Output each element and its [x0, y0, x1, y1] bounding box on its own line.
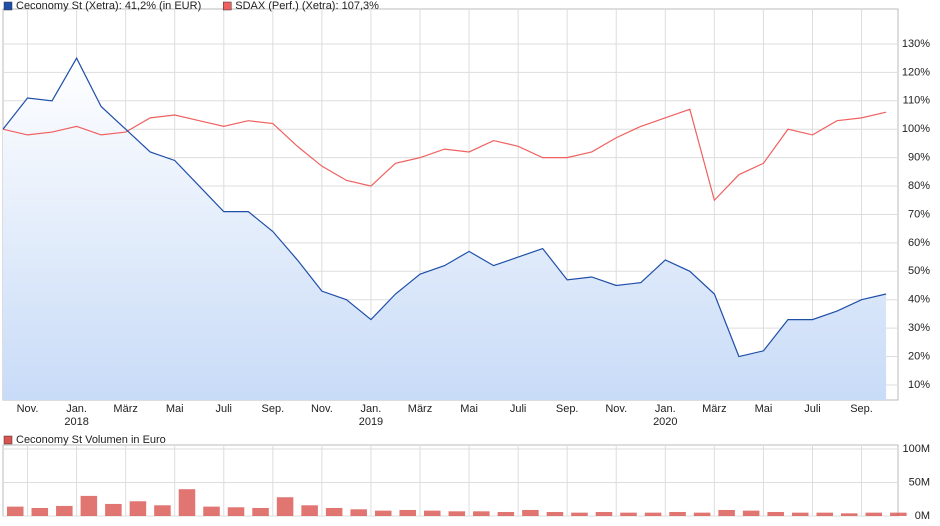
area: [3, 58, 887, 400]
bar: [620, 512, 637, 516]
x-year-label: 2020: [653, 416, 677, 428]
x-year-label: 2019: [359, 416, 383, 428]
legend-swatch: [3, 435, 13, 445]
bar: [227, 507, 245, 516]
x-tick-label: Mai: [166, 403, 184, 415]
bar: [816, 512, 834, 516]
x-tick-label: März: [702, 403, 726, 415]
bar: [80, 495, 98, 516]
x-tick-label: Nov.: [17, 403, 39, 415]
y-tick-label: 70%: [908, 208, 930, 220]
y-tick-label: 30%: [908, 322, 930, 334]
bar: [497, 511, 515, 516]
bar: [129, 501, 147, 516]
bar: [693, 512, 711, 516]
x-tick-label: Sep.: [262, 403, 285, 415]
bar: [473, 511, 490, 516]
legend-swatch: [3, 1, 13, 11]
bar: [374, 510, 392, 516]
bar: [546, 511, 564, 516]
bar: [276, 497, 294, 516]
x-tick-label: Nov.: [311, 403, 333, 415]
legend-swatch: [222, 1, 232, 11]
bar: [203, 506, 220, 516]
bar: [154, 505, 171, 516]
y-tick-label: 0M: [915, 510, 930, 522]
bar: [522, 509, 539, 516]
bar: [841, 513, 858, 516]
bar: [571, 512, 588, 516]
bar: [718, 509, 735, 516]
legend-label: SDAX (Perf.) (Xetra): 107,3%: [235, 0, 379, 12]
y-tick-label: 60%: [908, 237, 930, 249]
bar: [178, 489, 196, 516]
y-tick-label: 10%: [908, 379, 930, 391]
x-tick-label: Sep.: [850, 403, 873, 415]
bar: [767, 511, 784, 516]
bar: [56, 505, 73, 516]
bar: [105, 503, 122, 516]
bar: [399, 509, 417, 516]
bar: [742, 510, 760, 516]
y-tick-label: 20%: [908, 350, 930, 362]
y-tick-label: 50M: [909, 476, 930, 488]
bar: [865, 512, 883, 516]
x-tick-label: Mai: [755, 403, 773, 415]
y-tick-label: 130%: [902, 38, 930, 50]
x-tick-label: Jan.: [361, 403, 382, 415]
x-tick-label: Juli: [804, 403, 821, 415]
x-tick-label: Juli: [216, 403, 233, 415]
bar: [301, 505, 318, 516]
x-tick-label: Sep.: [556, 403, 579, 415]
bar: [448, 511, 466, 516]
x-tick-label: Juli: [510, 403, 527, 415]
x-tick-label: Mai: [460, 403, 478, 415]
legend-label: Ceconomy St (Xetra): 41,2% (in EUR): [16, 0, 201, 12]
bar: [325, 507, 343, 516]
bar: [791, 512, 809, 516]
bar: [31, 507, 49, 516]
bar: [424, 510, 441, 516]
bar: [7, 506, 24, 516]
bar: [890, 512, 907, 516]
y-tick-label: 100M: [902, 443, 930, 455]
y-tick-label: 100%: [902, 123, 930, 135]
legend-label: Ceconomy St Volumen in Euro: [16, 434, 166, 446]
x-tick-label: März: [113, 403, 137, 415]
bar: [595, 511, 613, 516]
bar: [644, 512, 662, 516]
y-tick-label: 40%: [908, 294, 930, 306]
x-year-label: 2018: [64, 416, 88, 428]
line: [2, 56, 887, 358]
y-tick-label: 50%: [908, 265, 930, 277]
line: [2, 108, 887, 202]
bar: [669, 511, 686, 516]
y-tick-label: 120%: [902, 66, 930, 78]
x-tick-label: Nov.: [605, 403, 627, 415]
bar: [252, 507, 269, 516]
y-tick-label: 90%: [908, 152, 930, 164]
x-tick-label: März: [408, 403, 432, 415]
x-tick-label: Jan.: [655, 403, 676, 415]
y-tick-label: 80%: [908, 180, 930, 192]
y-tick-label: 110%: [903, 95, 931, 107]
x-tick-label: Jan.: [66, 403, 87, 415]
bar: [350, 509, 367, 516]
